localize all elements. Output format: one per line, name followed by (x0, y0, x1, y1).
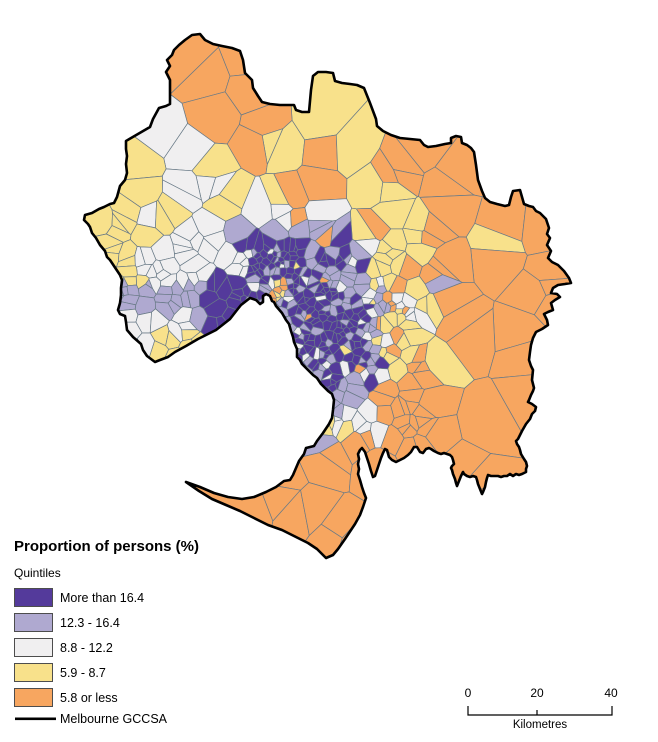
svg-text:20: 20 (530, 686, 544, 700)
svg-text:8.8 - 12.2: 8.8 - 12.2 (60, 641, 113, 655)
svg-text:Kilometres: Kilometres (513, 719, 568, 731)
svg-text:5.8 or less: 5.8 or less (60, 691, 118, 705)
svg-text:Melbourne GCCSA: Melbourne GCCSA (60, 712, 168, 726)
svg-text:40: 40 (604, 686, 618, 700)
svg-text:5.9 - 8.7: 5.9 - 8.7 (60, 666, 106, 680)
svg-text:More than 16.4: More than 16.4 (60, 591, 144, 605)
svg-text:Proportion of persons (%): Proportion of persons (%) (14, 538, 199, 555)
svg-text:12.3 - 16.4: 12.3 - 16.4 (60, 616, 120, 630)
svg-text:Quintiles: Quintiles (14, 566, 61, 580)
svg-text:0: 0 (465, 686, 472, 700)
